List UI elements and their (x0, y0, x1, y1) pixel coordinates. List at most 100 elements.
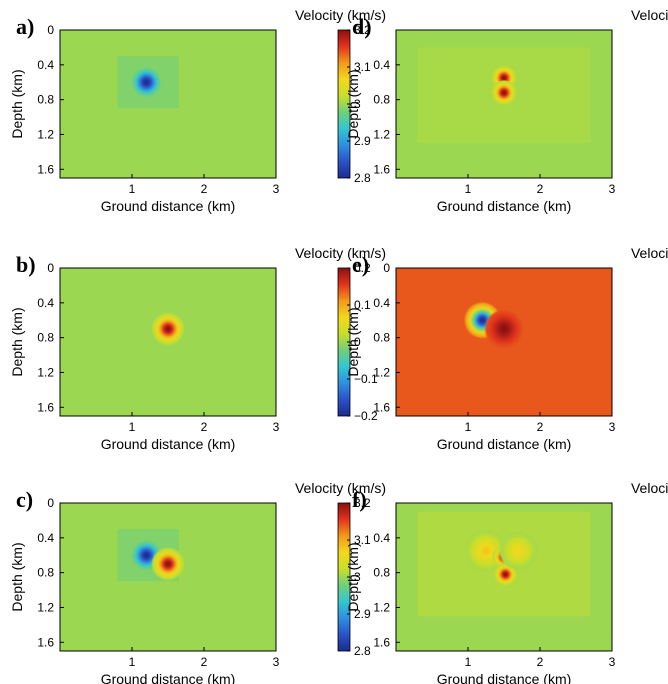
y-tick-label: 0.4 (37, 531, 54, 545)
x-tick-label: 3 (609, 655, 616, 669)
x-tick-label: 3 (273, 420, 280, 434)
x-axis-label: Ground distance (km) (437, 436, 572, 452)
y-tick-label: 1.6 (37, 635, 54, 649)
y-tick-label: 0.4 (373, 531, 390, 545)
colorbar-tick-label: −0.2 (354, 409, 378, 423)
y-tick-label: 0 (47, 261, 54, 275)
colorbar-label: Velocity (km/s) (631, 7, 668, 23)
x-tick-label: 1 (129, 420, 136, 434)
heatmap-area (60, 30, 276, 178)
x-axis-label: Ground distance (km) (101, 198, 236, 214)
colorbar-tick-label: 2.8 (354, 644, 371, 658)
x-tick-label: 3 (609, 420, 616, 434)
y-tick-label: 1.2 (373, 600, 390, 614)
heatmap-area (396, 30, 612, 178)
colorbar-label: Velocity (km/s) (295, 7, 386, 23)
x-tick-label: 1 (129, 182, 136, 196)
y-axis-label: Depth (km) (9, 69, 25, 138)
y-tick-label: 1.6 (373, 635, 390, 649)
panel-label: c) (16, 487, 33, 512)
y-tick-label: 1.2 (37, 127, 54, 141)
colorbar-tick-label: 3 (354, 97, 361, 111)
y-tick-label: 1.2 (37, 365, 54, 379)
plot-frame (59, 267, 277, 417)
x-tick-label: 3 (609, 182, 616, 196)
y-axis-label: Depth (km) (345, 69, 361, 138)
velocity-anomaly (150, 311, 186, 346)
y-axis-label: Depth (km) (345, 542, 361, 611)
y-tick-label: 0.8 (373, 93, 390, 107)
y-tick-label: 1.6 (37, 400, 54, 414)
colorbar-label: Velocity (km/s) (631, 245, 668, 261)
y-tick-label: 0.4 (373, 296, 390, 310)
plot-frame (59, 502, 277, 652)
x-tick-label: 2 (201, 182, 208, 196)
colorbar-tick-label: 0.2 (354, 261, 371, 275)
panel-a: 1 2 3 0 0.4 0.8 1.2 1.6 Ground distance (km) Dept… (9, 7, 386, 214)
panel-label: b) (16, 252, 36, 277)
panel-label: a) (16, 14, 34, 39)
colorbar-label: Velocity (km/s) (631, 480, 668, 496)
y-tick-label: 1.2 (373, 365, 390, 379)
y-tick-label: 0.8 (373, 331, 390, 345)
colorbar-tick-label: −0.1 (354, 372, 378, 386)
x-tick-label: 1 (465, 655, 472, 669)
x-tick-label: 2 (201, 420, 208, 434)
y-tick-label: 0.4 (37, 296, 54, 310)
velocity-anomaly (129, 65, 164, 100)
colorbar-label: Velocity (km/s) (295, 245, 386, 261)
y-axis-label: Depth (km) (9, 307, 25, 376)
x-tick-label: 3 (273, 655, 280, 669)
y-tick-label: 0.8 (37, 93, 54, 107)
colorbar-tick-label: 3 (354, 570, 361, 584)
y-tick-label: 0.4 (37, 58, 54, 72)
plot-frame (395, 267, 613, 417)
x-axis-label: Ground distance (km) (437, 198, 572, 214)
plot-frame (59, 29, 277, 179)
plot-frame (395, 502, 613, 652)
x-tick-label: 1 (465, 182, 472, 196)
velocity-anomaly (150, 546, 186, 581)
x-tick-label: 2 (201, 655, 208, 669)
plot-frame (395, 29, 613, 179)
y-tick-label: 0 (47, 496, 54, 510)
velocity-anomaly (483, 308, 525, 349)
colorbar-tick-label: 2.9 (354, 134, 371, 148)
x-tick-label: 3 (273, 182, 280, 196)
heatmap-area (60, 503, 276, 651)
heatmap-area (396, 268, 612, 416)
colorbar-tick-label: 3.2 (354, 23, 371, 37)
colorbar-tick-label: 3.2 (354, 496, 371, 510)
panel-c: 1 2 3 0 0.4 0.8 1.2 1.6 Ground distance (km) Dept… (9, 480, 386, 684)
panel-b: 1 2 3 0 0.4 0.8 1.2 1.6 Ground distance (km) Dept… (9, 245, 386, 452)
colorbar-tick-label: 2.8 (354, 171, 371, 185)
colorbar-tick-label: 0.1 (354, 298, 371, 312)
y-tick-label: 0.4 (373, 58, 390, 72)
x-axis-label: Ground distance (km) (101, 671, 236, 684)
x-axis-label: Ground distance (km) (437, 671, 572, 684)
y-tick-label: 1.6 (373, 400, 390, 414)
y-tick-label: 0.8 (373, 566, 390, 580)
colorbar-tick-label: 3.1 (354, 533, 371, 547)
velocity-anomaly (490, 79, 518, 106)
x-tick-label: 2 (537, 420, 544, 434)
x-axis-label: Ground distance (km) (101, 436, 236, 452)
x-tick-label: 1 (465, 420, 472, 434)
y-tick-label: 1.6 (373, 162, 390, 176)
panel-label: d) (352, 14, 372, 39)
y-tick-label: 0 (47, 23, 54, 37)
y-tick-label: 0.8 (37, 566, 54, 580)
heatmap-area (396, 503, 612, 651)
heatmap-area (60, 268, 276, 416)
panel-d: 1 2 3 0.4 0.8 1.2 1.6 Ground distance (km) Depth… (345, 7, 668, 214)
y-axis-label: Depth (km) (9, 542, 25, 611)
panel-label: e) (352, 252, 369, 277)
y-tick-label: 1.6 (37, 162, 54, 176)
y-tick-label: 0 (383, 261, 390, 275)
colorbar-tick-label: 0 (354, 335, 361, 349)
y-tick-label: 0.8 (37, 331, 54, 345)
colorbar-tick-label: 3.1 (354, 60, 371, 74)
colorbar-label: Velocity (km/s) (295, 480, 386, 496)
panel-label: f) (352, 487, 367, 512)
